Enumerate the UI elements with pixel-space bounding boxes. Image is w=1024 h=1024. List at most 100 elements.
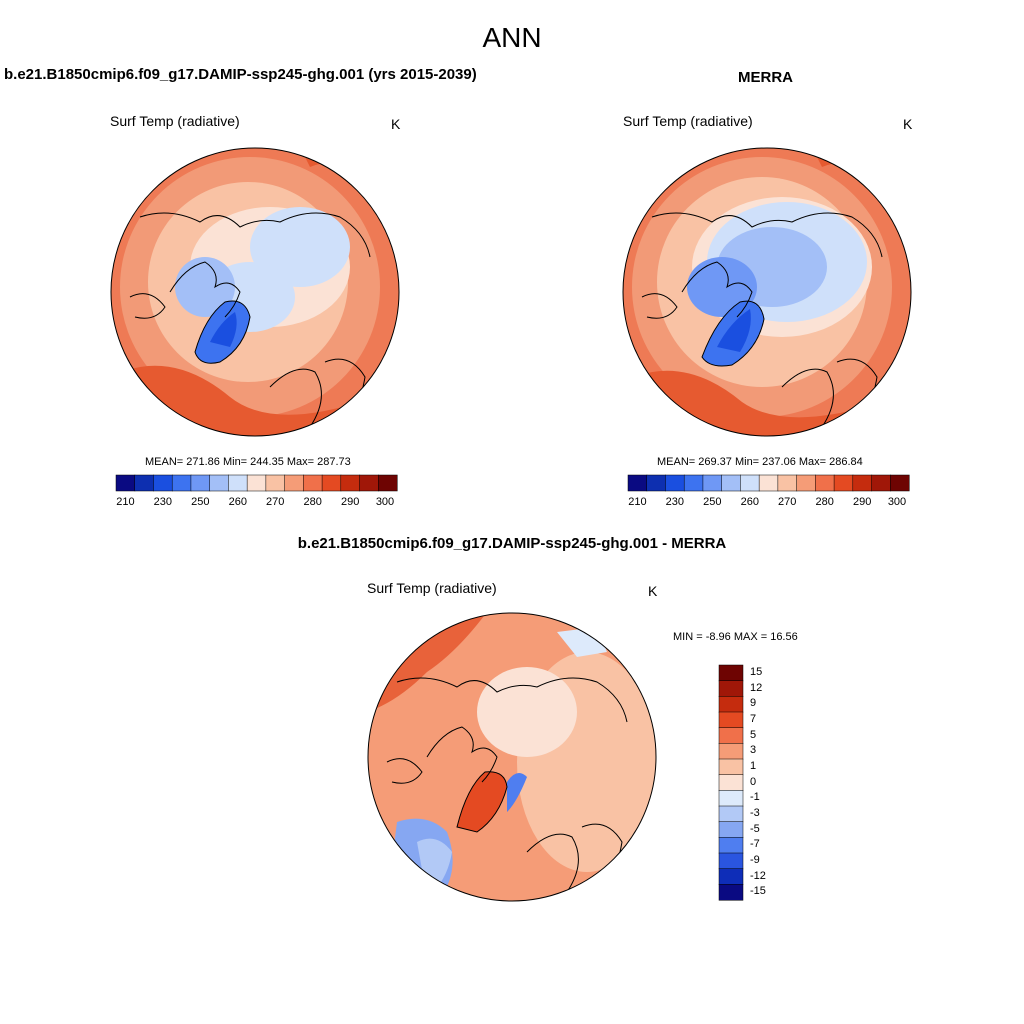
map-border <box>622 147 912 437</box>
colorbar-swatch <box>321 474 342 492</box>
colorbar-swatch <box>340 474 361 492</box>
arctic-ocean-region <box>250 207 350 287</box>
colorbar-swatch <box>209 474 229 492</box>
panel-2-colorbar <box>627 474 910 492</box>
colorbar-tick-label: 210 <box>116 496 135 508</box>
colorbar-swatch <box>702 474 723 492</box>
panel-1-colorbar <box>115 474 398 492</box>
map-border <box>110 147 400 437</box>
greenland-core <box>717 309 751 352</box>
panel-3-stats: MIN = -8.96 MAX = 16.56 <box>673 631 798 643</box>
colorbar-tick-label: 290 <box>341 496 360 508</box>
colorbar-tick-label: 300 <box>375 496 395 508</box>
panel-2-stats: MEAN= 269.37 Min= 237.06 Max= 286.84 <box>657 456 863 468</box>
colorbar-tick-label: 9 <box>750 697 757 710</box>
colorbar-swatch <box>890 474 910 492</box>
colorbar-tick-label: 1 <box>750 759 757 772</box>
colorbar-swatch <box>153 474 173 492</box>
colorbar-tick-label: 290 <box>853 496 872 508</box>
colorbar-tick-label: 210 <box>628 496 647 508</box>
colorbar-swatch <box>646 474 667 492</box>
colorbar-tick-label: -12 <box>750 869 766 882</box>
panel-2-map <box>622 147 912 437</box>
colorbar-swatch <box>115 474 136 492</box>
colorbar-swatch <box>171 474 192 492</box>
colorbar-tick-label: 270 <box>266 496 285 508</box>
panel-3-map <box>367 612 657 902</box>
colorbar-swatch <box>758 474 779 492</box>
colorbar-tick-label: 7 <box>750 712 757 725</box>
colorbar-tick-label: 250 <box>191 496 210 508</box>
panel-3-variable: Surf Temp (radiative) <box>367 580 497 596</box>
colorbar-swatch <box>718 805 744 823</box>
colorbar-tick-label: 300 <box>887 496 907 508</box>
colorbar-swatch <box>284 474 304 492</box>
colorbar-tick-label: 270 <box>778 496 797 508</box>
colorbar-tick-label: 5 <box>750 728 757 741</box>
colorbar-swatch <box>246 474 267 492</box>
colorbar-swatch <box>815 474 835 492</box>
panel-3-colorbar <box>718 664 744 901</box>
panel-2-title: MERRA <box>738 69 793 86</box>
coastlines <box>129 212 371 433</box>
colorbar-tick-label: 260 <box>228 496 247 508</box>
colorbar-swatch <box>134 474 155 492</box>
diff-near-zero-arctic <box>477 667 577 757</box>
diff-cool-strait <box>507 773 527 812</box>
colorbar-swatch <box>718 790 744 807</box>
colorbar-swatch <box>796 474 816 492</box>
panel-1-stats: MEAN= 271.86 Min= 244.35 Max= 287.73 <box>145 456 351 468</box>
colorbar-swatch <box>833 474 854 492</box>
colorbar-swatch <box>190 474 211 492</box>
figure-title: ANN <box>482 22 542 53</box>
colorbar-tick-label: -9 <box>750 853 760 866</box>
colorbar-swatch <box>852 474 873 492</box>
colorbar-tick-label: 0 <box>750 775 757 788</box>
panel-2-variable: Surf Temp (radiative) <box>623 113 753 129</box>
panel-2-colorbar-ticks: 210 230 250 260 270 280 290 300 <box>628 496 909 510</box>
colorbar-swatch <box>718 884 744 901</box>
colorbar-tick-label: -7 <box>750 838 760 851</box>
diff-cool-inner <box>417 838 452 897</box>
colorbar-tick-label: 280 <box>815 496 834 508</box>
colorbar-swatch <box>665 474 685 492</box>
panel-1-colorbar-ticks: 210 230 250 260 270 280 290 300 <box>116 496 397 510</box>
panel-3-title: b.e21.B1850cmip6.f09_g17.DAMIP-ssp245-gh… <box>297 535 727 552</box>
panel-1-title: b.e21.B1850cmip6.f09_g17.DAMIP-ssp245-gh… <box>4 66 477 83</box>
colorbar-swatch <box>718 837 744 854</box>
colorbar-swatch <box>740 474 760 492</box>
panel-3-colorbar-ticks: 15 12 9 7 5 3 1 0 -1 -3 -5 -7 -9 -12 -15 <box>750 665 790 900</box>
colorbar-swatch <box>721 474 741 492</box>
colorbar-tick-label: -1 <box>750 791 760 804</box>
colorbar-swatch <box>718 868 744 885</box>
colorbar-swatch <box>265 474 286 492</box>
colorbar-swatch <box>718 696 744 713</box>
panel-2-units: K <box>903 116 913 132</box>
colorbar-tick-label: 15 <box>750 665 763 678</box>
colorbar-tick-label: 12 <box>750 681 763 694</box>
colorbar-tick-label: 250 <box>703 496 722 508</box>
colorbar-tick-label: 3 <box>750 744 757 757</box>
colorbar-swatch <box>718 852 744 870</box>
colorbar-swatch <box>718 727 744 744</box>
colorbar-swatch <box>871 474 891 492</box>
colorbar-tick-label: 230 <box>153 496 172 508</box>
colorbar-tick-label: 280 <box>303 496 322 508</box>
colorbar-swatch <box>627 474 648 492</box>
panel-1-units: K <box>391 116 401 132</box>
colorbar-swatch <box>777 474 798 492</box>
colorbar-swatch <box>359 474 379 492</box>
colorbar-swatch <box>718 774 744 791</box>
panel-3-units: K <box>648 583 658 599</box>
map-border <box>367 612 657 902</box>
colorbar-tick-label: 260 <box>740 496 759 508</box>
colorbar-swatch <box>718 680 744 697</box>
colorbar-tick-label: 230 <box>665 496 684 508</box>
colorbar-swatch <box>718 664 744 682</box>
colorbar-swatch <box>718 711 744 729</box>
panel-1-variable: Surf Temp (radiative) <box>110 113 240 129</box>
colorbar-tick-label: -15 <box>750 885 766 898</box>
panel-1-map <box>110 147 400 437</box>
colorbar-swatch <box>228 474 248 492</box>
colorbar-swatch <box>718 758 744 776</box>
